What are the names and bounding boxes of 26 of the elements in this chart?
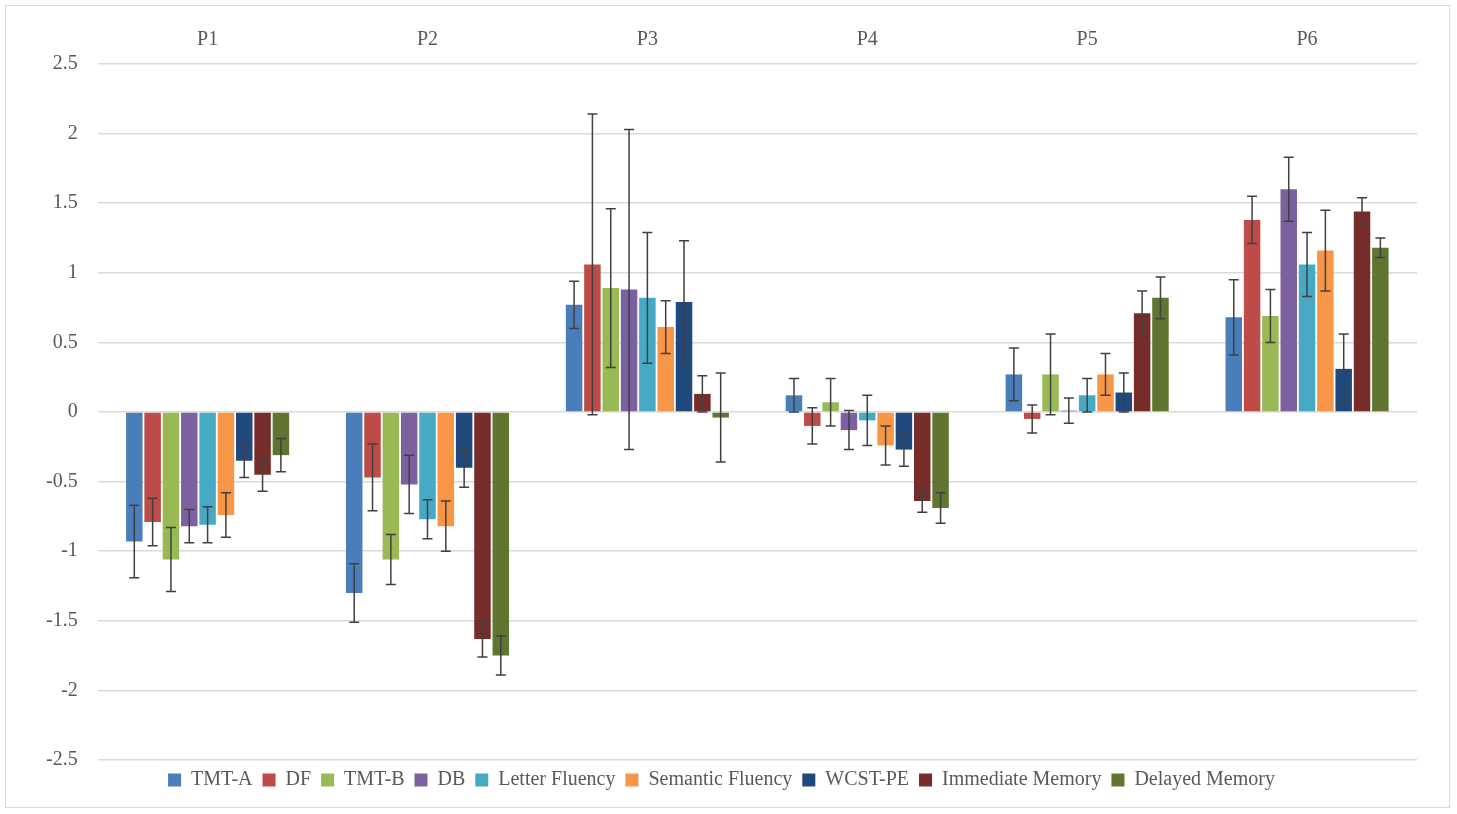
legend-label: DB	[437, 767, 466, 790]
y-tick-label: -1	[60, 538, 78, 561]
y-tick-label: -1.5	[45, 608, 78, 631]
y-tick-label: 1	[67, 260, 78, 283]
y-tick-label: 0.5	[52, 329, 78, 352]
legend-label: WCST-PE	[825, 767, 910, 790]
legend-label: TMT-B	[344, 767, 405, 790]
legend-label: Delayed Memory	[1134, 767, 1275, 791]
y-tick-label: 2	[67, 120, 78, 143]
y-tick-label: 1.5	[52, 190, 78, 213]
legend-label: Letter Fluency	[498, 767, 616, 791]
x-tick-label: P6	[1296, 27, 1318, 50]
x-tick-label: P1	[197, 27, 219, 50]
y-tick-label: 2.5	[52, 51, 78, 74]
legend-label: Immediate Memory	[942, 767, 1102, 791]
legend-label: DF	[285, 767, 312, 790]
y-tick-label: -2	[60, 677, 78, 700]
legend-label: Semantic Fluency	[648, 767, 793, 791]
y-tick-label: -0.5	[45, 468, 78, 491]
legend-label: TMT-A	[191, 767, 254, 790]
y-tick-label: 0	[67, 399, 78, 422]
x-tick-label: P4	[856, 27, 878, 50]
x-tick-label: P3	[636, 27, 658, 50]
y-tick-label: -2.5	[45, 747, 78, 770]
x-tick-label: P5	[1076, 27, 1098, 50]
x-tick-label: P2	[416, 27, 439, 50]
